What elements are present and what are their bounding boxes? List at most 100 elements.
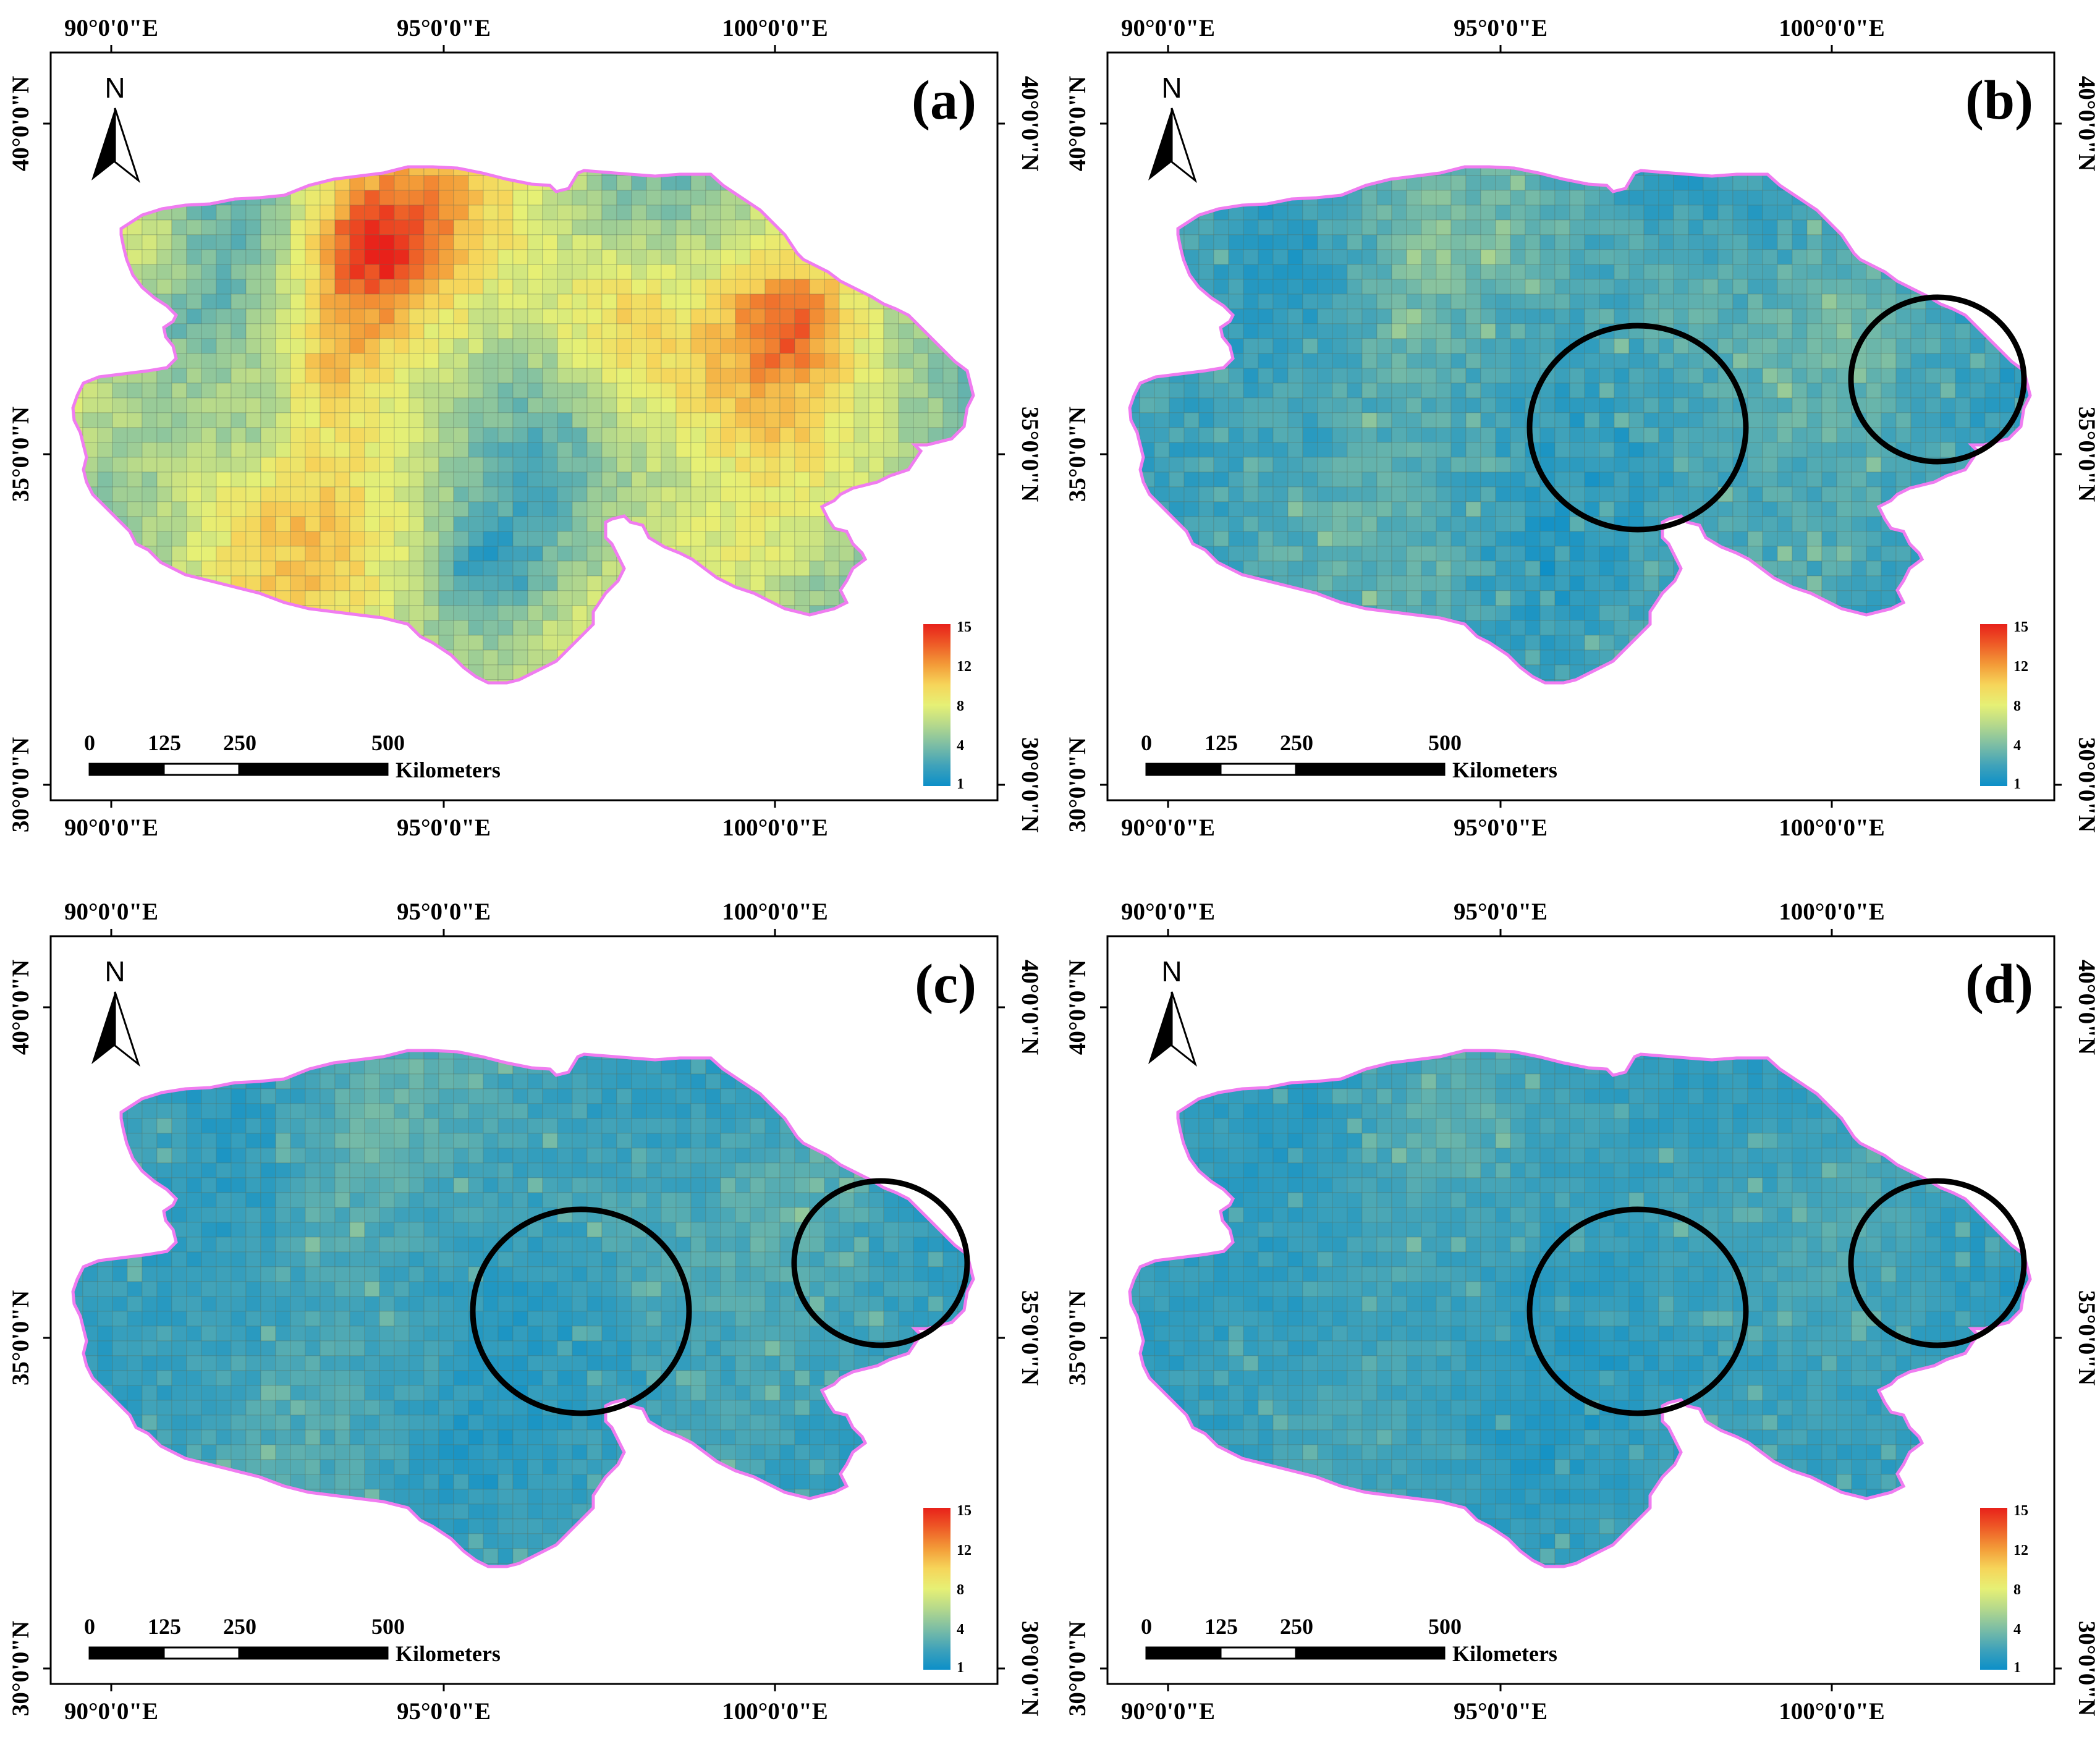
raster-cell [1199,606,1214,620]
raster-cell [765,561,780,576]
raster-cell [394,635,409,650]
raster-cell [765,472,780,487]
raster-cell [1941,517,1955,531]
raster-cell [1585,220,1599,235]
raster-cell [1674,190,1688,205]
raster-cell [1896,635,1911,650]
raster-cell [68,457,83,472]
raster-cell [735,176,750,190]
raster-cell [1347,442,1362,457]
raster-cell [913,220,928,235]
raster-cell [854,324,869,339]
raster-cell [276,1133,290,1148]
raster-cell [543,1119,557,1133]
raster-cell [2030,368,2044,383]
raster-cell [305,1074,320,1089]
raster-cell [691,264,706,279]
raster-cell [780,353,795,368]
raster-cell [276,220,290,235]
raster-cell [1332,264,1347,279]
raster-cell [1763,413,1777,428]
raster-cell [365,502,379,517]
raster-cell [424,383,439,398]
raster-cell [1555,205,1570,220]
raster-cell [1718,235,1733,250]
raster-cell [142,635,157,650]
raster-cell [676,309,691,324]
raster-cell [780,250,795,264]
raster-cell [1763,472,1777,487]
raster-cell [750,161,765,176]
raster-cell [780,309,795,324]
raster-cell [513,502,528,517]
raster-cell [231,250,246,264]
raster-cell [1243,264,1258,279]
raster-cell [1955,576,1970,591]
raster-cell [1599,309,1614,324]
raster-cell [261,680,276,695]
raster-cell [246,457,261,472]
raster-cell [869,309,884,324]
raster-cell [1214,428,1229,442]
raster-cell [1288,368,1303,383]
raster-cell [483,353,498,368]
raster-cell [839,1089,854,1104]
raster-cell [409,472,424,487]
legend-label: 12 [2013,659,2028,675]
raster-cell [2000,205,2015,220]
raster-cell [1837,279,1852,294]
raster-cell [320,1119,335,1133]
raster-cell [320,576,335,591]
raster-cell [958,294,973,309]
raster-cell [1718,620,1733,635]
raster-cell [1822,561,1837,576]
raster-cell [572,383,587,398]
raster-cell [1659,442,1674,457]
raster-cell [1169,531,1184,546]
raster-cell [335,1089,350,1104]
raster-cell [1881,398,1896,413]
raster-cell [1318,561,1332,576]
raster-cell [112,353,127,368]
raster-cell [884,442,899,457]
raster-cell [676,1089,691,1104]
raster-cell [261,1119,276,1133]
raster-cell [216,457,231,472]
raster-cell [379,620,394,635]
raster-cell [632,665,646,680]
raster-cell [750,294,765,309]
raster-cell [1229,235,1243,250]
raster-cell [1436,398,1451,413]
raster-cell [884,235,899,250]
raster-cell [1659,190,1674,205]
raster-cell [1792,235,1807,250]
raster-cell [246,650,261,665]
raster-cell [1362,383,1377,398]
raster-cell [587,502,602,517]
raster-cell [379,1074,394,1089]
raster-cell [365,650,379,665]
raster-cell [424,487,439,502]
raster-cell [1377,339,1392,353]
raster-cell [824,235,839,250]
raster-cell [350,472,365,487]
raster-cell [810,531,824,546]
raster-cell [1169,339,1184,353]
raster-cell [691,235,706,250]
raster-cell [913,176,928,190]
raster-cell [1496,591,1510,606]
raster-cell [483,294,498,309]
raster-cell [632,650,646,665]
lat-label-left: 35°0'0"N [7,407,34,502]
raster-cell [899,517,913,531]
raster-cell [1362,220,1377,235]
raster-cell [973,1104,988,1119]
raster-cell [335,264,350,279]
raster-cell [913,472,928,487]
raster-cell [1955,264,1970,279]
raster-cell [305,1089,320,1104]
raster-cell [810,561,824,576]
raster-cell [661,487,676,502]
raster-cell [335,428,350,442]
raster-cell [869,1089,884,1104]
